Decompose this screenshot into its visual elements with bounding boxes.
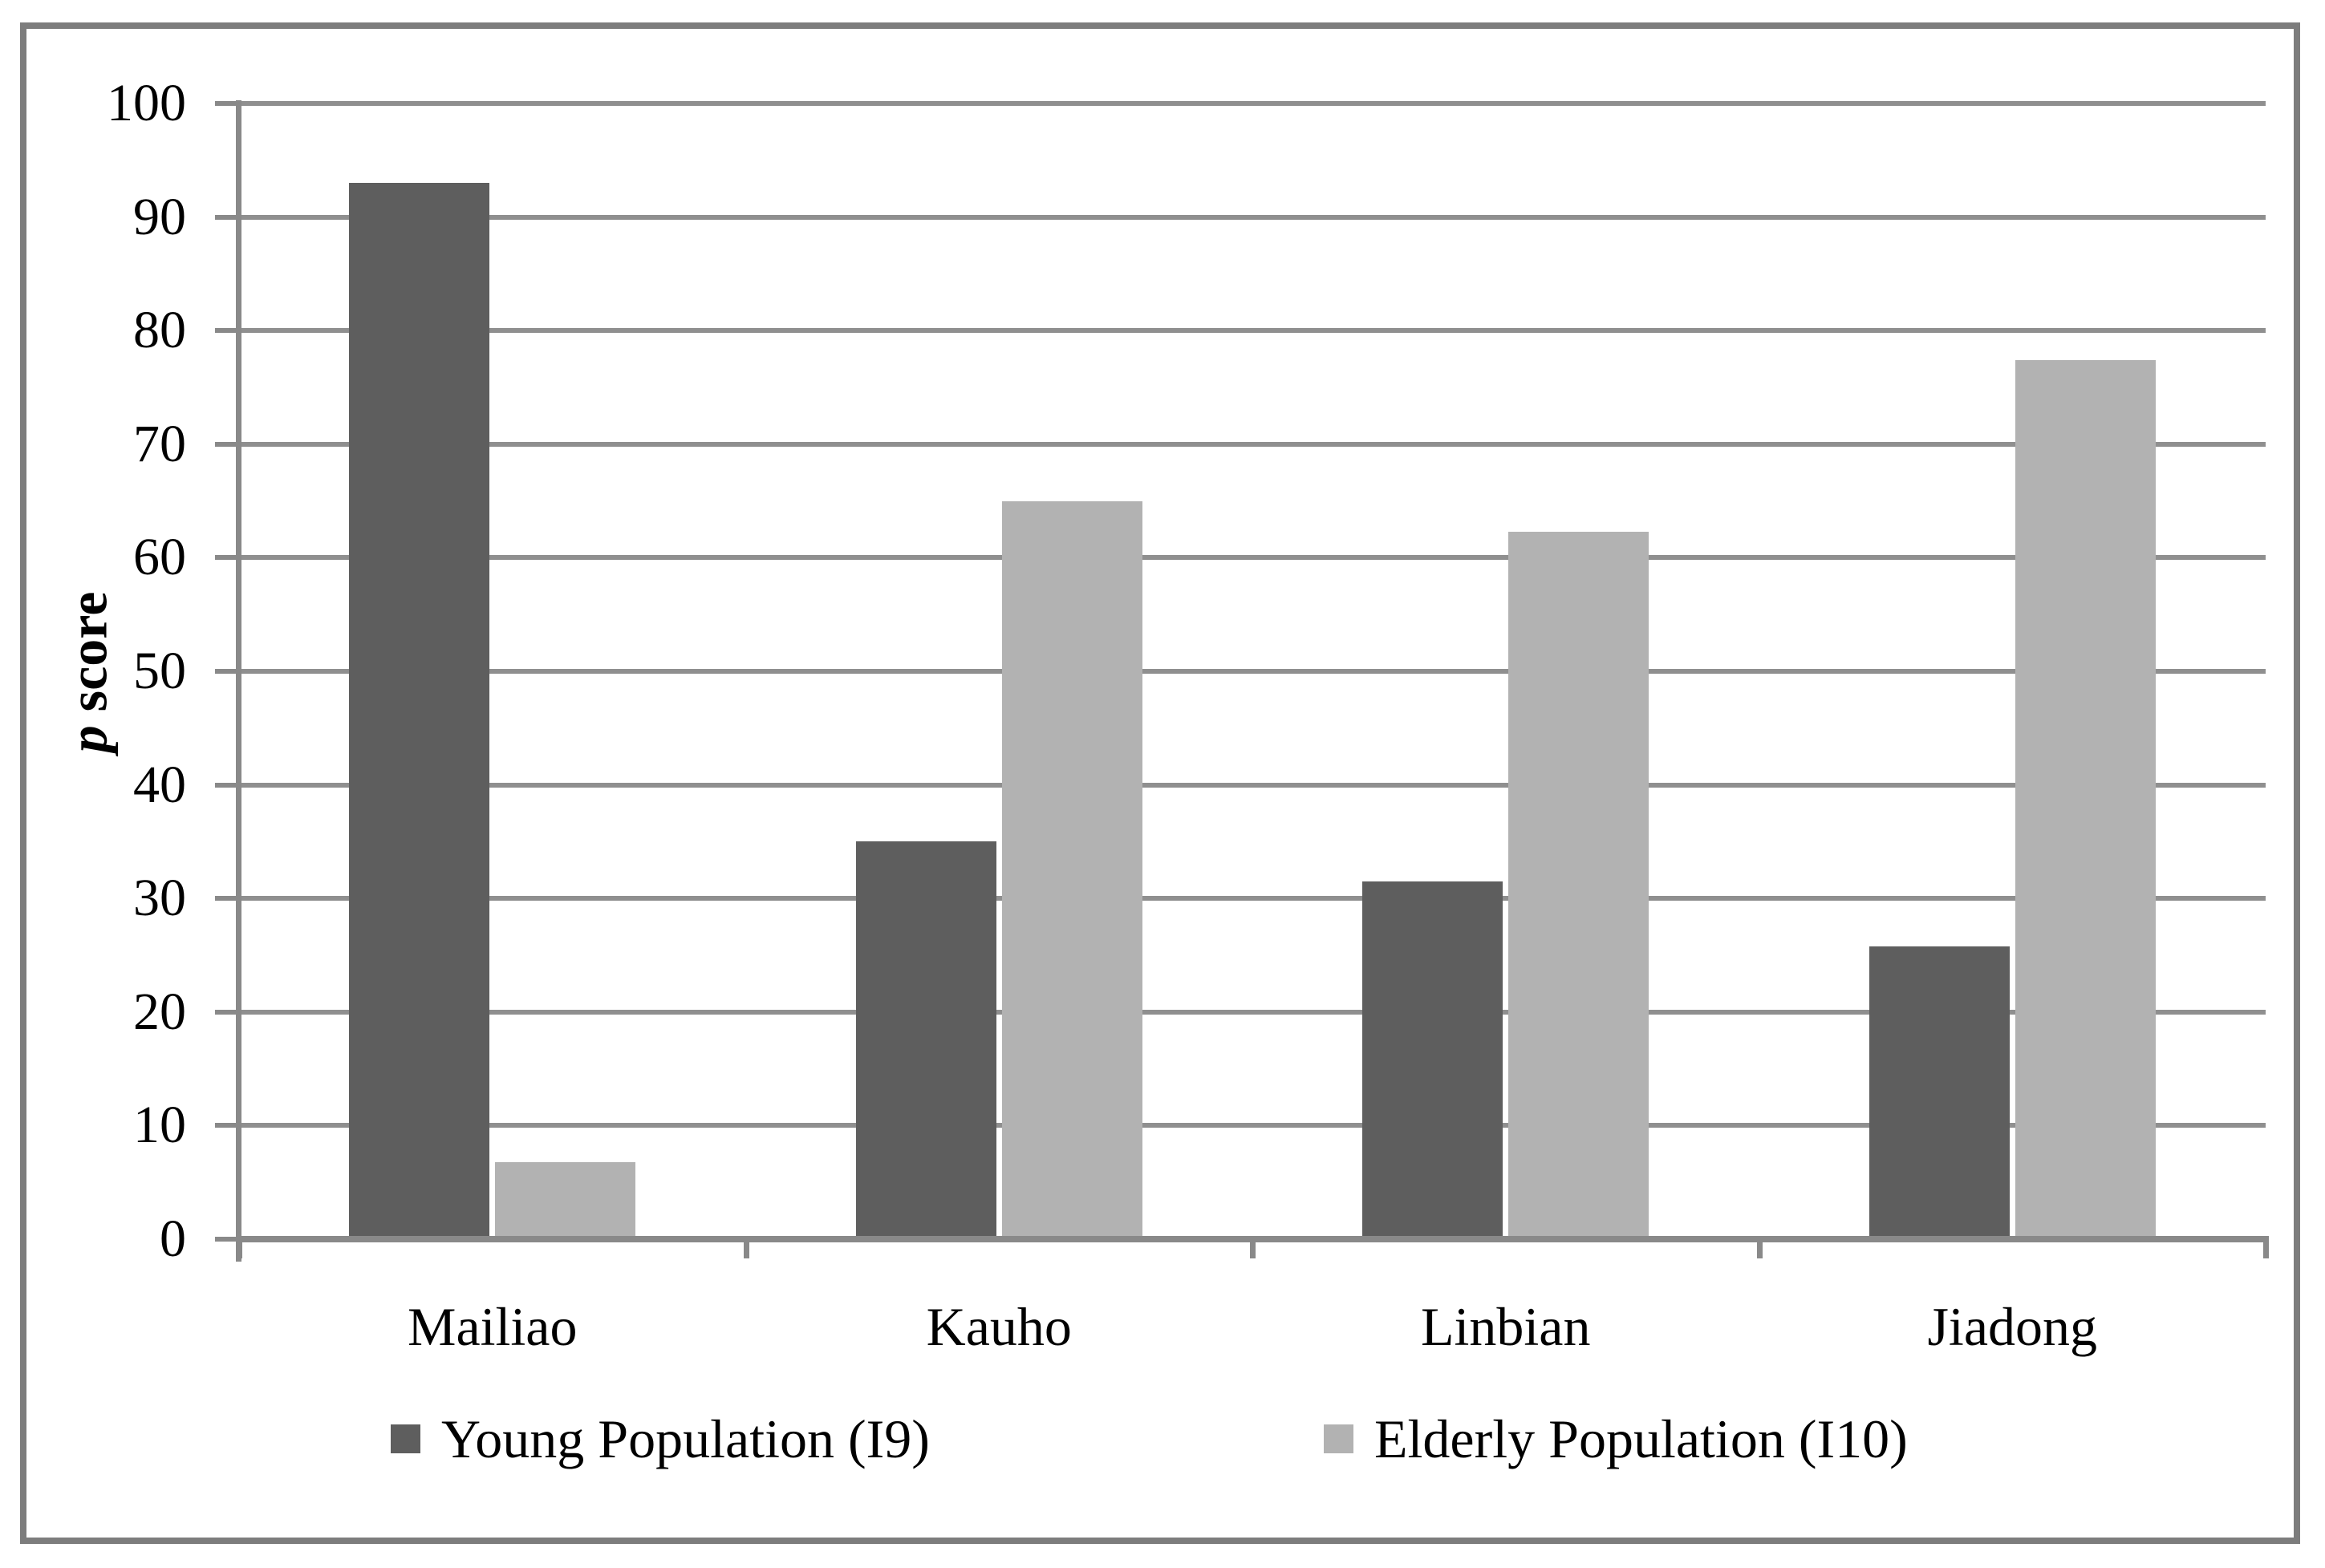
legend-entry-elderly: Elderly Population (I10) xyxy=(1324,1405,1908,1473)
y-tick-label: 50 xyxy=(133,642,186,700)
y-tick-label: 0 xyxy=(160,1209,186,1268)
category-label-mailiao: Mailiao xyxy=(407,1296,578,1357)
category-label-linbian: Linbian xyxy=(1420,1296,1591,1357)
x-axis-line xyxy=(236,1236,2269,1242)
legend-label-young: Young Population (I9) xyxy=(441,1408,930,1469)
bar-elderly-linbian xyxy=(1508,531,1649,1239)
x-tick-mark xyxy=(1756,1236,1763,1258)
gridline xyxy=(239,555,2266,561)
y-axis-title-score: score xyxy=(57,591,119,726)
y-tick-mark xyxy=(215,669,241,674)
gridline xyxy=(239,441,2266,447)
y-tick-label: 60 xyxy=(133,528,186,587)
gridline xyxy=(239,782,2266,788)
legend-entry-young: Young Population (I9) xyxy=(391,1405,930,1473)
bar-young-kauho xyxy=(855,841,996,1239)
y-tick-label: 40 xyxy=(133,755,186,814)
bar-elderly-kauho xyxy=(1001,500,1142,1239)
legend-swatch-elderly xyxy=(1324,1424,1353,1453)
y-tick-mark xyxy=(215,1123,241,1128)
y-tick-mark xyxy=(215,555,241,561)
y-tick-mark xyxy=(215,101,241,106)
y-tick-mark xyxy=(215,782,241,788)
gridline xyxy=(239,669,2266,674)
x-tick-mark xyxy=(2263,1236,2269,1258)
bar-elderly-jiadong xyxy=(2015,360,2156,1239)
legend-label-elderly: Elderly Population (I10) xyxy=(1374,1408,1908,1469)
gridline xyxy=(239,1009,2266,1015)
y-tick-label: 20 xyxy=(133,982,186,1041)
y-tick-mark xyxy=(215,1237,241,1242)
y-tick-label: 70 xyxy=(133,414,186,473)
gridline xyxy=(239,1123,2266,1128)
bar-young-mailiao xyxy=(349,183,490,1239)
category-label-jiadong: Jiadong xyxy=(1927,1296,2098,1357)
bar-elderly-mailiao xyxy=(495,1161,636,1239)
y-axis-line xyxy=(236,100,241,1262)
bar-young-linbian xyxy=(1362,881,1503,1239)
y-tick-label: 100 xyxy=(107,74,186,132)
y-tick-mark xyxy=(215,1009,241,1015)
gridline xyxy=(239,101,2266,106)
y-axis-title: p score xyxy=(57,592,120,753)
y-tick-mark xyxy=(215,328,241,334)
legend-swatch-young xyxy=(391,1424,420,1453)
y-axis-title-p: p xyxy=(57,725,119,753)
figure-border xyxy=(20,22,2300,1544)
y-tick-mark xyxy=(215,441,241,447)
y-tick-mark xyxy=(215,214,241,220)
category-label-kauho: Kauho xyxy=(926,1296,1072,1357)
y-tick-label: 30 xyxy=(133,869,186,928)
y-tick-label: 90 xyxy=(133,187,186,246)
x-tick-mark xyxy=(1250,1236,1256,1258)
x-tick-mark xyxy=(743,1236,749,1258)
bar-young-jiadong xyxy=(1869,946,2010,1239)
gridline xyxy=(239,214,2266,220)
y-tick-label: 10 xyxy=(133,1096,186,1155)
gridline xyxy=(239,328,2266,334)
y-tick-mark xyxy=(215,896,241,901)
gridline xyxy=(239,896,2266,901)
y-tick-label: 80 xyxy=(133,301,186,360)
